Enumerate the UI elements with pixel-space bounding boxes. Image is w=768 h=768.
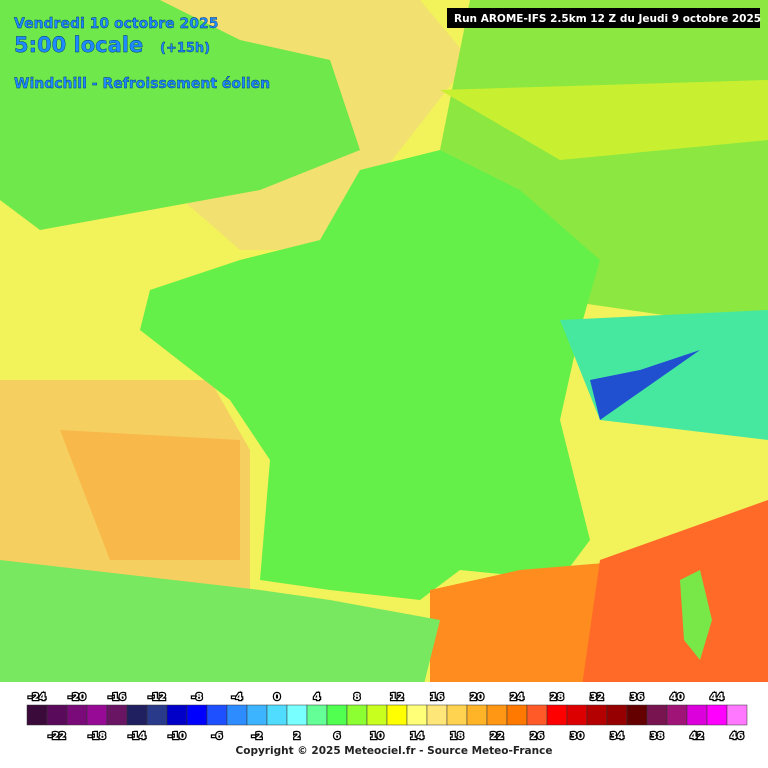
legend-label: -10 bbox=[168, 731, 186, 742]
legend-label: 36 bbox=[630, 692, 644, 703]
legend-label: 16 bbox=[430, 692, 444, 703]
legend-label: 4 bbox=[314, 692, 321, 703]
legend-swatch bbox=[106, 704, 128, 726]
legend-swatch bbox=[166, 704, 188, 726]
legend-label: -12 bbox=[148, 692, 166, 703]
legend-swatch bbox=[186, 704, 208, 726]
france bbox=[140, 150, 600, 600]
legend-swatch bbox=[386, 704, 408, 726]
legend-label: 46 bbox=[730, 731, 744, 742]
legend-label: -8 bbox=[191, 692, 202, 703]
legend-swatch bbox=[606, 704, 628, 726]
legend-swatch bbox=[726, 704, 748, 726]
legend-label: -20 bbox=[68, 692, 86, 703]
legend-swatch bbox=[446, 704, 468, 726]
spain bbox=[0, 560, 440, 700]
legend-swatch bbox=[246, 704, 268, 726]
legend-swatch bbox=[486, 704, 508, 726]
legend-swatch bbox=[146, 704, 168, 726]
legend-label: 34 bbox=[610, 731, 624, 742]
time: 5:00 locale bbox=[14, 33, 143, 57]
run-info: Run AROME-IFS 2.5km 12 Z du Jeudi 9 octo… bbox=[454, 13, 761, 25]
legend-label: 42 bbox=[690, 731, 704, 742]
legend-swatch bbox=[466, 704, 488, 726]
date: Vendredi 10 octobre 2025 bbox=[14, 16, 219, 32]
legend-swatch bbox=[506, 704, 528, 726]
color-legend: -24-22-20-18-16-14-12-10-8-6-4-202468101… bbox=[26, 691, 748, 743]
legend-swatch bbox=[706, 704, 728, 726]
legend-label: 6 bbox=[334, 731, 341, 742]
legend-swatch bbox=[26, 704, 48, 726]
legend-label: 30 bbox=[570, 731, 584, 742]
legend-label: 28 bbox=[550, 692, 564, 703]
legend-swatch bbox=[66, 704, 88, 726]
legend-swatch bbox=[426, 704, 448, 726]
copyright: Copyright © 2025 Meteociel.fr - Source M… bbox=[236, 745, 553, 757]
legend-swatch bbox=[546, 704, 568, 726]
atlantic-warmer bbox=[60, 430, 240, 560]
legend-label: 44 bbox=[710, 692, 724, 703]
corsica bbox=[680, 570, 712, 660]
legend-label: 0 bbox=[274, 692, 281, 703]
legend-label: 2 bbox=[294, 731, 301, 742]
legend-label: -22 bbox=[48, 731, 66, 742]
lead-time: (+15h) bbox=[160, 41, 210, 56]
legend-label: 14 bbox=[410, 731, 424, 742]
germany-north bbox=[440, 80, 768, 160]
legend-label: 12 bbox=[390, 692, 404, 703]
legend-swatch bbox=[286, 704, 308, 726]
legend-label: 32 bbox=[590, 692, 604, 703]
legend-swatch bbox=[306, 704, 328, 726]
legend-label: -14 bbox=[128, 731, 146, 742]
legend-swatch bbox=[586, 704, 608, 726]
legend-label: 20 bbox=[470, 692, 484, 703]
legend-swatch bbox=[366, 704, 388, 726]
legend-label: -6 bbox=[211, 731, 222, 742]
legend-label: -18 bbox=[88, 731, 106, 742]
legend-label: 22 bbox=[490, 731, 504, 742]
legend-swatch bbox=[566, 704, 588, 726]
legend-swatch bbox=[686, 704, 708, 726]
legend-label: -4 bbox=[231, 692, 242, 703]
legend-label: 26 bbox=[530, 731, 544, 742]
legend-label: 40 bbox=[670, 692, 684, 703]
legend-swatch bbox=[266, 704, 288, 726]
great-britain bbox=[0, 0, 360, 230]
legend-label: -16 bbox=[108, 692, 126, 703]
legend-swatch bbox=[646, 704, 668, 726]
legend-swatch bbox=[666, 704, 688, 726]
legend-swatch bbox=[86, 704, 108, 726]
legend-label: 24 bbox=[510, 692, 524, 703]
legend-label: 10 bbox=[370, 731, 384, 742]
legend-swatch bbox=[526, 704, 548, 726]
legend-swatch bbox=[626, 704, 648, 726]
legend-swatch bbox=[226, 704, 248, 726]
legend-swatch bbox=[326, 704, 348, 726]
legend-swatch bbox=[206, 704, 228, 726]
legend-swatch bbox=[126, 704, 148, 726]
alps-peaks bbox=[590, 350, 700, 420]
mediterranean-warm bbox=[580, 500, 768, 700]
legend-label: 18 bbox=[450, 731, 464, 742]
legend-label: 8 bbox=[354, 692, 361, 703]
legend-swatch bbox=[346, 704, 368, 726]
product: Windchill - Refroissement éolien bbox=[14, 76, 270, 92]
legend-label: 38 bbox=[650, 731, 664, 742]
legend-label: -24 bbox=[28, 692, 46, 703]
legend-swatch bbox=[46, 704, 68, 726]
run-box bbox=[447, 8, 760, 28]
legend-swatch bbox=[406, 704, 428, 726]
legend-label: -2 bbox=[251, 731, 262, 742]
